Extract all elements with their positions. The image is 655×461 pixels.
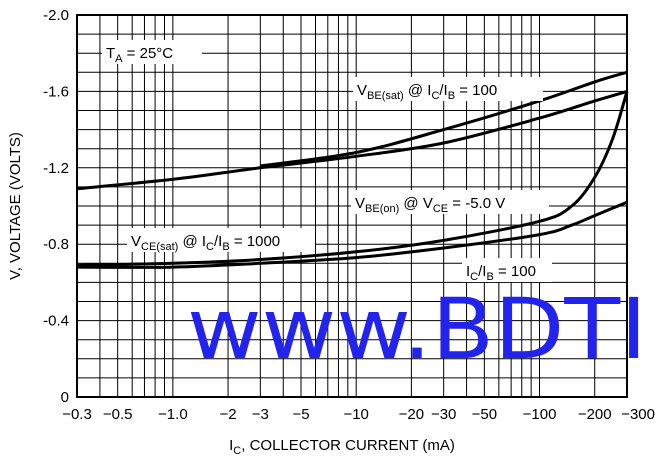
x-tick-labels: −0.3 −0.5 −1.0 −2 −3 −5 −10 −20 −30 −50 −100 −200 −3… [62,406,655,423]
y-axis-label: V, VOLTAGE (VOLTS) [7,132,24,280]
ic-ib-100-label: IC/IB = 100 [466,263,536,283]
series-line-1 [76,89,628,191]
x-tick-label: −0.5 [103,406,133,423]
annotations: TA = 25°C VBE(sat) @ IC/IB = 100 VBE(on) @… [102,40,552,283]
y-tick-label: -2.0 [43,7,69,24]
vbe-sat-label: VBE(sat) @ IC/IB = 100 [357,82,497,102]
series-line-4 [76,200,628,269]
x-tick-label: −0.3 [62,406,92,423]
x-tick-label: −300 [621,406,655,423]
y-tick-label: -1.2 [43,160,69,177]
vbe-sat-label-bg [353,77,543,101]
x-tick-label: −5 [292,406,309,423]
x-tick-label: −10 [343,406,368,423]
x-tick-label: −1.0 [158,406,188,423]
plot-frame [76,14,628,398]
watermark-text: www.BDTI [187,280,647,378]
x-tick-label: −3 [252,406,269,423]
ta-label: TA = 25°C [106,45,173,65]
x-tick-label: −30 [431,406,456,423]
y-tick-labels: -2.0 -1.6 -1.2 -0.8 -0.4 0 [43,7,69,406]
y-tick-label: 0 [61,389,69,406]
vbe-on-label: VBE(on) @ VCE = -5.0 V [355,195,505,215]
x-tick-label: −20 [399,406,424,423]
x-tick-label: −50 [472,406,497,423]
vbe-on-label-bg [351,190,549,214]
series-curves [76,70,629,269]
series-line-3 [76,90,629,267]
series-line-2 [260,70,628,168]
y-tick-label: -1.6 [43,83,69,100]
y-tick-label: -0.4 [43,313,69,330]
vce-sat-label: VCE(sat) @ IC/IB = 1000 [131,233,280,253]
y-tick-label: -0.8 [43,236,69,253]
ta-label-bg [102,40,202,64]
vce-sat-label-bg [127,228,315,252]
x-tick-label: −100 [523,406,557,423]
x-tick-label: −200 [578,406,612,423]
x-tick-label: −2 [219,406,236,423]
x-axis-label: IC, COLLECTOR CURRENT (mA) [229,437,455,457]
ic-ib-100-label-bg [462,258,552,282]
